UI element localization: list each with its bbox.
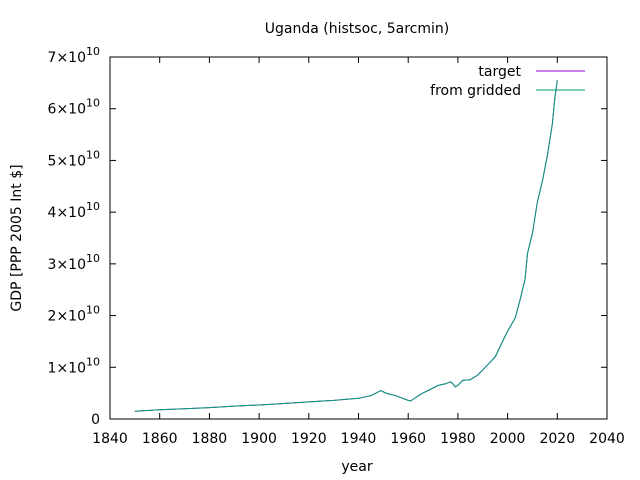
y-axis-label: GDP [PPP 2005 Int $] <box>9 164 25 311</box>
series-line-1 <box>134 80 558 412</box>
y-tick-label: 1×1010 <box>48 355 100 376</box>
series-line-0 <box>134 80 558 412</box>
y-tick-label: 7×1010 <box>48 45 100 66</box>
x-tick-label: 1880 <box>192 431 228 447</box>
x-tick-label: 1840 <box>92 431 128 447</box>
x-tick-label: 2040 <box>589 431 625 447</box>
legend-label-target: target <box>478 64 521 80</box>
y-tick-label: 2×1010 <box>48 304 100 325</box>
x-axis-label: year <box>341 459 372 475</box>
x-tick-label: 1980 <box>440 431 476 447</box>
x-tick-label: 2020 <box>539 431 575 447</box>
y-tick-label: 4×1010 <box>48 200 100 221</box>
chart-title: Uganda (histsoc, 5arcmin) <box>265 21 449 37</box>
x-tick-label: 1900 <box>241 431 277 447</box>
y-tick-label: 3×1010 <box>48 252 100 273</box>
y-tick-label: 0 <box>91 412 100 428</box>
x-tick-label: 1860 <box>142 431 178 447</box>
x-tick-label: 1940 <box>341 431 377 447</box>
y-axis: 0 1×1010 2×1010 3×1010 4×1010 5×1010 6×1010 7×1… <box>48 45 607 428</box>
x-tick-label: 1960 <box>390 431 426 447</box>
y-tick-label: 6×1010 <box>48 97 100 118</box>
y-tick-label: 5×1010 <box>48 148 100 169</box>
legend: target from gridded <box>430 64 585 99</box>
plot-frame <box>109 56 608 420</box>
x-tick-label: 2000 <box>490 431 526 447</box>
x-axis: 1840 1860 1880 1900 1920 1940 1960 1980 2000 2020… <box>92 57 625 447</box>
series-lines <box>134 80 558 412</box>
legend-label-from-gridded: from gridded <box>430 83 521 99</box>
x-tick-label: 1920 <box>291 431 327 447</box>
